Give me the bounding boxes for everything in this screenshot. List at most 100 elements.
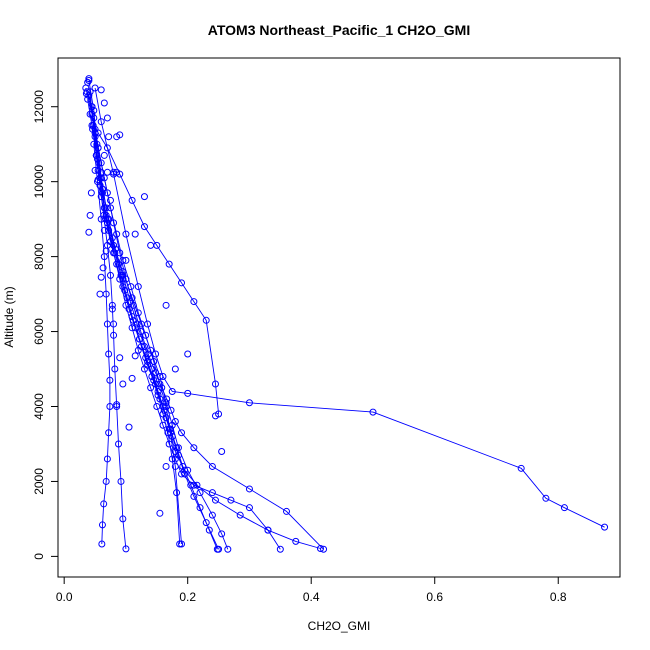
data-point [85, 75, 93, 83]
y-tick-label: 2000 [32, 468, 46, 495]
data-point [119, 256, 127, 264]
data-point [98, 185, 106, 193]
data-point [178, 279, 186, 287]
data-point [105, 429, 113, 437]
data-point [245, 485, 253, 493]
data-point [202, 519, 210, 527]
data-point [178, 429, 186, 437]
data-point [102, 477, 110, 485]
data-point [159, 410, 167, 418]
data-point [122, 545, 130, 553]
data-point [85, 228, 93, 236]
data-point [119, 515, 127, 523]
data-point [122, 230, 130, 238]
data-point [211, 380, 219, 388]
y-tick-label: 12000 [32, 90, 46, 124]
data-point [110, 168, 118, 176]
data-point [517, 464, 525, 472]
data-point [196, 504, 204, 512]
data-point [147, 384, 155, 392]
y-tick-label: 4000 [32, 393, 46, 420]
data-point [119, 275, 127, 283]
y-tick-label: 6000 [32, 318, 46, 345]
data-point [110, 320, 118, 328]
data-point [144, 350, 152, 358]
data-point [84, 78, 92, 86]
data-point [90, 140, 98, 148]
data-point [276, 545, 284, 553]
data-point [218, 447, 226, 455]
data-point [100, 500, 108, 508]
data-point [211, 412, 219, 420]
data-point [121, 286, 129, 294]
data-point [144, 320, 152, 328]
data-point [320, 545, 328, 553]
data-point [184, 350, 192, 358]
data-point [171, 417, 179, 425]
data-point [187, 481, 195, 489]
data-point [110, 331, 118, 339]
data-point [94, 176, 102, 184]
y-tick-label: 10000 [32, 165, 46, 199]
data-point [165, 260, 173, 268]
data-point [98, 540, 106, 548]
data-point [181, 466, 189, 474]
data-point [218, 530, 226, 538]
data-point [190, 298, 198, 306]
data-point [86, 110, 94, 118]
data-point [97, 273, 105, 281]
data-point [103, 144, 111, 152]
x-tick-label: 0.8 [550, 590, 567, 604]
data-point [140, 193, 148, 201]
data-point [113, 401, 121, 409]
data-point [111, 245, 119, 253]
data-point [87, 189, 95, 197]
x-tick-label: 0.0 [56, 590, 73, 604]
x-axis: 0.0 0.2 0.4 0.6 0.8 [56, 576, 567, 604]
data-point [100, 151, 108, 159]
chart-title: ATOM3 Northeast_Pacific_1 CH2O_GMI [208, 22, 470, 38]
data-point [190, 444, 198, 452]
data-point [208, 462, 216, 470]
data-point [131, 230, 139, 238]
data-point [156, 380, 164, 388]
data-point [128, 196, 136, 204]
data-point [166, 425, 174, 433]
data-point [97, 118, 105, 126]
data-point [173, 444, 181, 452]
data-point [122, 275, 130, 283]
data-point [158, 384, 166, 392]
series-line [93, 144, 111, 545]
data-point [105, 350, 113, 358]
data-point [205, 526, 213, 534]
data-point [137, 328, 145, 336]
data-point [601, 523, 609, 531]
data-point [106, 271, 114, 279]
data-point [292, 537, 300, 545]
data-point [136, 335, 144, 343]
data-point [236, 511, 244, 519]
data-point [369, 408, 377, 416]
data-point [171, 365, 179, 373]
data-point [129, 301, 137, 309]
data-point [111, 365, 119, 373]
data-point [128, 374, 136, 382]
data-point [116, 131, 124, 139]
data-point [98, 521, 106, 529]
data-point [134, 346, 142, 354]
x-tick-label: 0.6 [426, 590, 443, 604]
data-point [179, 462, 187, 470]
data-point [184, 389, 192, 397]
data-point [108, 305, 116, 313]
data-point [113, 402, 121, 410]
data-point [103, 215, 111, 223]
data-point [154, 388, 162, 396]
data-point [102, 247, 110, 255]
data-point [117, 477, 125, 485]
data-point [178, 540, 186, 548]
data-point [96, 290, 104, 298]
data-point [106, 196, 114, 204]
y-axis: 0 2000 4000 6000 8000 10000 12000 [32, 90, 58, 560]
